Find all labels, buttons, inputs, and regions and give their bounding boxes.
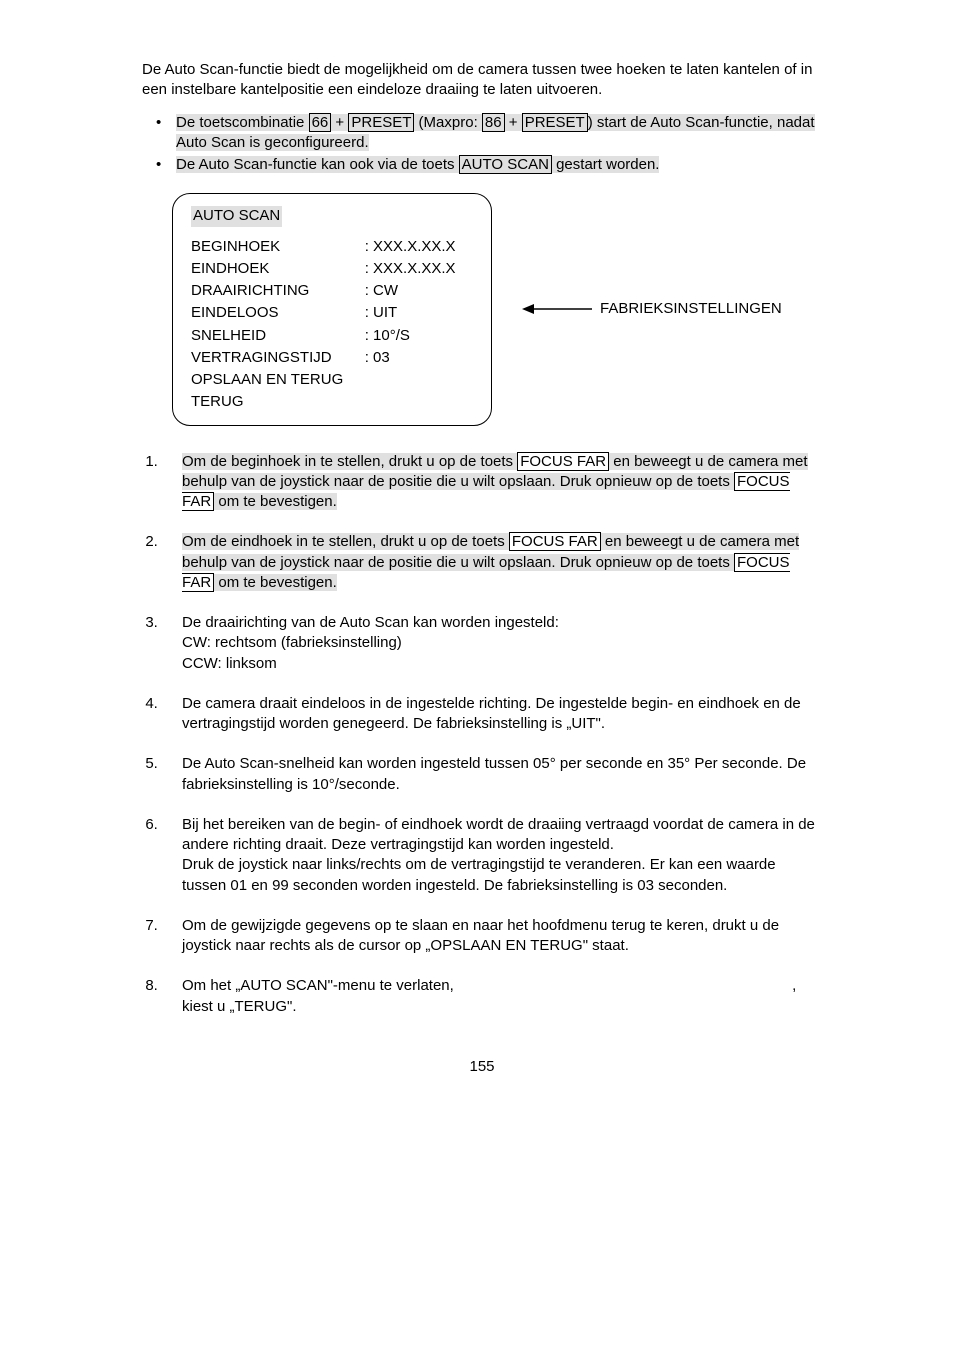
settings-panel: AUTO SCAN BEGINHOEK : XXX.X.XX.X EINDHOE…	[172, 193, 492, 425]
item-4: De camera draait eindeloos in de ingeste…	[162, 688, 822, 735]
bullet1-text: De toetscombinatie	[176, 114, 309, 131]
item-5: De Auto Scan-snelheid kan worden ingeste…	[162, 748, 822, 795]
bullet1-box3: 86	[482, 113, 505, 132]
item-2: Om de eindhoek in te stellen, drukt u op…	[162, 526, 822, 593]
panel-row-value: : CW	[365, 281, 469, 301]
panel-row-label: DRAAIRICHTING	[191, 281, 357, 301]
panel-row-label: TERUG	[191, 392, 357, 412]
item-6: Bij het bereiken van de begin- of eindho…	[162, 809, 822, 896]
item6-line1: Bij het bereiken van de begin- of eindho…	[182, 815, 822, 856]
panel-row-label: VERTRAGINGSTIJD	[191, 348, 357, 368]
item-1: Om de beginhoek in te stellen, drukt u o…	[162, 446, 822, 513]
item3-line1: De draairichting van de Auto Scan kan wo…	[182, 613, 822, 633]
item1-hl3: om te bevestigen.	[214, 493, 337, 510]
item-7: Om de gewijzigde gegevens op te slaan en…	[162, 910, 822, 957]
bullet-list: De toetscombinatie 66 + PRESET (Maxpro: …	[142, 113, 822, 176]
bullet1-mid3: +	[505, 114, 522, 131]
panel-title: AUTO SCAN	[191, 206, 282, 226]
panel-row-value: : 03	[365, 348, 469, 368]
panel-row-label: SNELHEID	[191, 326, 357, 346]
bullet-item-2: De Auto Scan-functie kan ook via de toet…	[176, 155, 822, 175]
bullet1-mid2: (Maxpro:	[414, 114, 482, 131]
bullet1-box1: 66	[309, 113, 332, 132]
panel-row-label: BEGINHOEK	[191, 237, 357, 257]
item1-hl1: Om de beginhoek in te stellen, drukt u o…	[182, 453, 517, 470]
bullet2-post: gestart worden.	[552, 156, 660, 173]
item6-line2: Druk de joystick naar links/rechts om de…	[182, 855, 822, 896]
arrow-label: FABRIEKSINSTELLINGEN	[600, 299, 782, 319]
arrow-left-icon	[522, 302, 592, 316]
item2-hl3: om te bevestigen.	[214, 574, 337, 591]
item2-box1: FOCUS FAR	[509, 532, 601, 551]
item4-line1: De camera draait eindeloos in de ingeste…	[182, 694, 822, 735]
bullet1-box4: PRESET	[522, 113, 588, 132]
panel-row-value: : XXX.X.XX.X	[365, 259, 469, 279]
arrow-col: FABRIEKSINSTELLINGEN	[522, 299, 782, 319]
bullet2-box: AUTO SCAN	[459, 155, 552, 174]
panel-row-value: : XXX.X.XX.X	[365, 237, 469, 257]
intro-paragraph: De Auto Scan-functie biedt de mogelijkhe…	[142, 60, 822, 101]
item3-line2: CW: rechtsom (fabrieksinstelling)	[182, 633, 822, 653]
bullet2-pre: De Auto Scan-functie kan ook via de toet…	[176, 156, 459, 173]
item7-line1: Om de gewijzigde gegevens op te slaan en…	[182, 916, 822, 957]
item8-line1a: Om het „AUTO SCAN"-menu te verlaten,	[182, 977, 458, 994]
item-8: Om het „AUTO SCAN"-menu te verlaten, , k…	[162, 970, 822, 1017]
numbered-list: Om de beginhoek in te stellen, drukt u o…	[142, 446, 822, 1017]
bullet1-mid1: +	[331, 114, 348, 131]
panel-grid: BEGINHOEK : XXX.X.XX.X EINDHOEK : XXX.X.…	[191, 237, 469, 413]
page-number: 155	[142, 1057, 822, 1077]
bullet-item-1: De toetscombinatie 66 + PRESET (Maxpro: …	[176, 113, 822, 154]
panel-row-value: : UIT	[365, 303, 469, 323]
panel-row-value	[365, 392, 469, 412]
panel-row-label: EINDELOOS	[191, 303, 357, 323]
bullet1-box2: PRESET	[348, 113, 414, 132]
panel-row-label: EINDHOEK	[191, 259, 357, 279]
item5-line1: De Auto Scan-snelheid kan worden ingeste…	[182, 754, 822, 795]
diagram-row: AUTO SCAN BEGINHOEK : XXX.X.XX.X EINDHOE…	[172, 193, 822, 425]
panel-row-value	[365, 370, 469, 390]
item3-line3: CCW: linksom	[182, 654, 822, 674]
panel-row-label: OPSLAAN EN TERUG	[191, 370, 357, 390]
panel-row-value: : 10°/S	[365, 326, 469, 346]
item1-box1: FOCUS FAR	[517, 452, 609, 471]
item2-hl1: Om de eindhoek in te stellen, drukt u op…	[182, 533, 509, 550]
item-3: De draairichting van de Auto Scan kan wo…	[162, 607, 822, 674]
